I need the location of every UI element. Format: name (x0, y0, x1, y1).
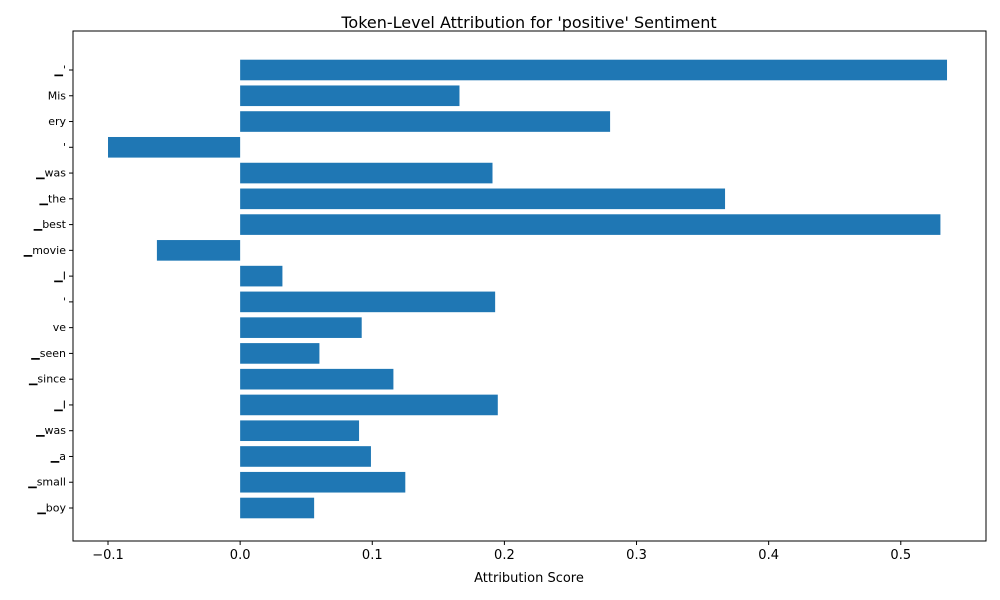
y-tick-label-10: ve (53, 321, 67, 334)
chart-title: Token-Level Attribution for 'positive' S… (340, 13, 716, 32)
y-tick-label-14: ▁was (35, 424, 66, 437)
y-tick-label-12: ▁since (28, 373, 66, 386)
x-tick-label-3: 0.2 (494, 548, 515, 563)
y-tick-label-4: ▁was (35, 167, 66, 180)
y-tick-label-7: ▁movie (23, 244, 66, 257)
x-tick-label-6: 0.5 (890, 548, 911, 563)
y-tick-label-11: ▁seen (30, 347, 66, 360)
bar-2 (240, 111, 611, 132)
y-tick-label-9: ' (63, 295, 66, 308)
y-tick-label-5: ▁the (38, 192, 66, 205)
x-tick-label-2: 0.1 (362, 548, 383, 563)
bar-12 (240, 368, 394, 390)
y-tick-label-17: ▁boy (36, 502, 66, 515)
y-tick-label-3: ' (63, 141, 66, 154)
bar-8 (240, 265, 283, 287)
bar-13 (240, 394, 498, 416)
bar-6 (240, 214, 941, 235)
bar-17 (240, 497, 315, 519)
x-axis-label: Attribution Score (474, 571, 584, 586)
bar-5 (240, 188, 726, 210)
bar-11 (240, 343, 320, 364)
bars-group (108, 59, 948, 519)
bar-7 (156, 240, 241, 261)
x-tick-label-1: 0.0 (230, 548, 251, 563)
x-tick-label-4: 0.3 (626, 548, 647, 563)
y-tick-label-0: ▁' (54, 64, 66, 77)
bar-14 (240, 420, 360, 442)
bar-15 (240, 446, 371, 467)
y-tick-label-1: Mis (48, 89, 67, 102)
bar-0 (240, 59, 948, 81)
x-tick-label-0: −0.1 (92, 548, 124, 563)
y-axis-ticks: ▁' Mis ery ' ▁was ▁the ▁best ▁movie ▁I ' ve ▁seen ▁s… (23, 64, 73, 515)
x-axis-ticks: −0.1 0.0 0.1 0.2 0.3 0.4 0.5 (92, 541, 911, 563)
y-tick-label-16: ▁small (27, 476, 66, 489)
bar-10 (240, 317, 362, 338)
y-tick-label-15: ▁a (50, 450, 66, 463)
bar-9 (240, 291, 496, 313)
bar-1 (240, 85, 460, 107)
x-tick-label-5: 0.4 (758, 548, 779, 563)
plot-frame (72, 30, 987, 542)
bar-3 (108, 136, 241, 158)
bar-4 (240, 162, 493, 184)
bar-16 (240, 471, 406, 493)
y-tick-label-8: ▁I (53, 270, 66, 283)
y-tick-label-13: ▁I (53, 398, 66, 411)
y-tick-label-2: ery (48, 115, 66, 128)
y-tick-label-6: ▁best (33, 218, 67, 231)
